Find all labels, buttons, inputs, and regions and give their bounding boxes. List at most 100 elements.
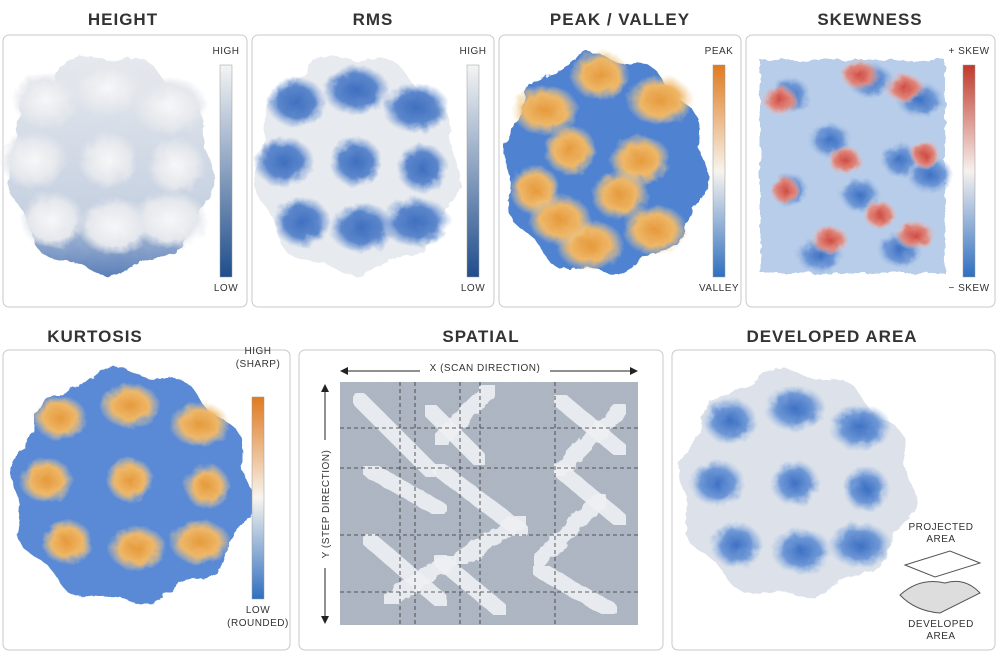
ridge	[552, 462, 628, 528]
projected-area-icon	[903, 550, 982, 578]
panel-title: SPATIAL	[442, 327, 519, 346]
surface-bump	[329, 136, 383, 188]
surface-bump	[130, 191, 210, 249]
surface-bump	[273, 196, 331, 248]
surface-bump	[770, 459, 820, 507]
colorbar	[251, 396, 265, 600]
surface-bump	[909, 139, 941, 171]
colorbar	[962, 64, 976, 278]
label-bg	[318, 440, 332, 568]
surface-bump	[396, 142, 448, 194]
surface-bump	[322, 64, 390, 116]
label-bg	[420, 361, 550, 375]
scale-label: PEAK	[705, 46, 734, 57]
height-surface	[0, 55, 215, 277]
scale-label: LOW	[214, 283, 238, 294]
scale-label: (SHARP)	[236, 359, 281, 370]
surface-bump	[884, 72, 926, 104]
surface-bump	[510, 84, 580, 136]
panel-title: RMS	[353, 10, 394, 29]
surface-bump	[147, 137, 206, 195]
colorbar	[712, 64, 726, 278]
surface-bump	[183, 463, 231, 510]
surface-bump	[253, 136, 315, 188]
developed-area-icon	[899, 580, 981, 614]
panel-title: KURTOSIS	[47, 327, 143, 346]
surface-bump	[688, 459, 746, 507]
surface-bump	[131, 77, 209, 135]
surface-bump	[622, 204, 688, 256]
surface-bump	[842, 465, 891, 513]
panel-title: HEIGHT	[88, 10, 158, 29]
surface-bump	[626, 74, 694, 126]
surface-bump	[99, 382, 161, 429]
y-axis-label: Y (STEP DIRECTION)	[321, 450, 332, 559]
panel-title: SKEWNESS	[817, 10, 922, 29]
x-axis-label: X (SCAN DIRECTION)	[430, 363, 541, 374]
legend-label: AREA	[926, 631, 955, 642]
surface-bump	[0, 131, 69, 189]
scale-label: (ROUNDED)	[227, 618, 289, 629]
panel-title: DEVELOPED AREA	[746, 327, 917, 346]
surface-bump	[329, 202, 395, 254]
ridge	[552, 392, 628, 458]
legend-label: PROJECTED	[908, 522, 973, 533]
scale-label: HIGH	[213, 46, 240, 57]
developed-surface	[678, 367, 916, 599]
surface-bump	[810, 224, 850, 256]
ridge	[452, 512, 528, 568]
skewness-surface	[760, 59, 955, 274]
scale-label: VALLEY	[699, 283, 739, 294]
surface-bump	[19, 191, 85, 249]
scale-label: LOW	[461, 283, 485, 294]
scale-label: − SKEW	[948, 283, 989, 294]
surface-bump	[381, 196, 451, 248]
spatial-surface	[340, 382, 638, 625]
surface-bump	[763, 384, 827, 433]
scale-label: HIGH	[460, 46, 487, 57]
surface-bump	[381, 82, 451, 134]
peak-valley-surface	[502, 49, 709, 275]
scale-label: + SKEW	[948, 46, 989, 57]
surface-bump	[828, 403, 892, 452]
surface-bump	[33, 395, 87, 441]
surface-bump	[106, 457, 154, 503]
surface-bump	[528, 194, 592, 246]
surface-bump	[839, 59, 881, 91]
ridge	[362, 532, 448, 608]
surface-bump	[168, 519, 232, 565]
surface-bump	[18, 457, 74, 503]
surface-bump	[41, 519, 93, 565]
scale-label: HIGH	[245, 346, 272, 357]
surface-bump	[77, 131, 139, 189]
ridge	[552, 402, 628, 478]
surface-bump	[702, 397, 758, 445]
surface-bump	[862, 199, 898, 231]
surface-bump	[826, 144, 864, 176]
surface-bump	[709, 521, 764, 569]
colorbar	[219, 64, 233, 278]
surface-bump	[827, 521, 893, 569]
surface-bump	[69, 59, 147, 117]
scale-label: LOW	[246, 605, 270, 616]
surface-bump	[894, 219, 936, 251]
surface-bump	[543, 124, 597, 176]
surface-bump	[762, 84, 798, 116]
rms-surface	[253, 55, 461, 277]
ridge	[532, 492, 608, 568]
kurtosis-surface	[10, 366, 254, 604]
ridge	[532, 562, 618, 618]
ridge	[352, 392, 438, 478]
surface-bump	[169, 401, 231, 448]
ridge	[362, 462, 448, 518]
legend-label: DEVELOPED	[908, 619, 974, 630]
surface-bump	[107, 525, 167, 572]
surface-bump	[591, 169, 649, 221]
surface-bump	[12, 71, 80, 129]
ridge	[432, 382, 498, 448]
surface-bump	[770, 527, 833, 575]
legend-label: AREA	[926, 534, 955, 545]
surface-bump	[570, 49, 630, 101]
